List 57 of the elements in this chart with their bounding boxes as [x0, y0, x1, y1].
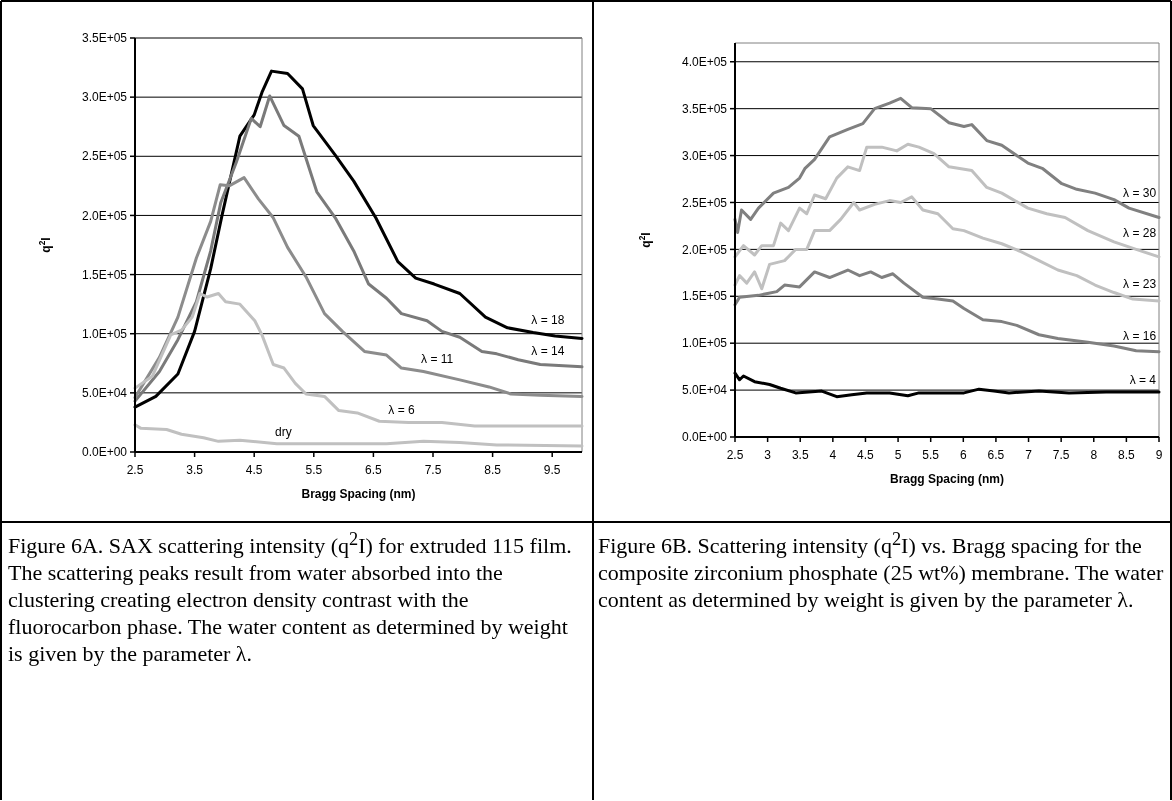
x-tick-label: 4.5	[857, 448, 875, 462]
y-tick-label: 1.5E+05	[81, 267, 128, 282]
y-tick-label: 5.0E+04	[681, 383, 728, 398]
y-tick-label: 1.0E+05	[81, 326, 128, 341]
y-tick-label: 2.5E+05	[81, 149, 128, 164]
y-tick-label: 4.0E+05	[681, 54, 728, 69]
x-axis-title: Bragg Spacing (nm)	[889, 472, 1005, 486]
series-label: λ = 14	[531, 343, 565, 358]
x-tick-label: 5.5	[922, 448, 940, 462]
series-label: λ = 6	[388, 402, 415, 417]
x-axis-title: Bragg Spacing (nm)	[301, 487, 416, 501]
x-tick-label: 5.5	[305, 463, 323, 477]
x-tick-label: 8.5	[1118, 448, 1136, 462]
y-tick-label: 5.0E+04	[81, 386, 128, 401]
y-tick-label: 0.0E+00	[681, 430, 728, 445]
x-tick-label: 9	[1155, 448, 1163, 462]
y-tick-label: 3.0E+05	[681, 148, 728, 163]
y-tick-label: 3.5E+05	[81, 31, 128, 46]
caption: Figure 6A. SAX scattering intensity (q$^{2}$I) for extruded 115 film. The scattering peaks result from water absorbed into the clustering creating electron density contrast with the fluorocarbon phase. The water content as determined by weight is given by the parameter λ.	[8, 528, 573, 668]
line-series	[733, 142, 1161, 259]
series-label: dry	[275, 424, 292, 439]
x-tick-label: 4.5	[245, 463, 263, 477]
x-tick-label: 4	[829, 448, 837, 462]
series-label: λ = 23	[1123, 276, 1157, 291]
y-tick-label: 2.0E+05	[681, 242, 728, 257]
x-tick-label: 6	[959, 448, 967, 462]
line-series	[133, 423, 584, 448]
series-label: λ = 18	[531, 313, 565, 328]
x-tick-label: 7.5	[424, 463, 442, 477]
series-label: λ = 11	[421, 352, 454, 367]
y-tick-label: 3.5E+05	[681, 101, 728, 116]
line-series	[733, 195, 1161, 303]
y-tick-label: 2.0E+05	[81, 208, 128, 223]
x-tick-label: 8	[1090, 448, 1098, 462]
x-tick-label: 9.5	[543, 463, 561, 477]
x-tick-label: 2.5	[126, 463, 144, 477]
x-tick-label: 7.5	[1052, 448, 1070, 462]
y-tick-label: 0.0E+00	[81, 445, 128, 460]
line-series	[133, 292, 584, 428]
series-label: λ = 28	[1123, 225, 1157, 240]
x-tick-label: 8.5	[484, 463, 502, 477]
y-tick-label: 1.5E+05	[681, 289, 728, 304]
caption: Figure 6B. Scattering intensity (q$^{2}$I) vs. Bragg spacing for the composite zirconium phosphate (25 wt%) membrane. The water content as determined by weight is given by the parameter λ.	[598, 528, 1165, 614]
y-tick-label: 2.5E+05	[681, 195, 728, 210]
x-tick-label: 6.5	[987, 448, 1005, 462]
series-label: λ = 16	[1123, 328, 1157, 343]
y-tick-label: 1.0E+05	[681, 336, 728, 351]
series-label: λ = 4	[1129, 372, 1157, 387]
x-tick-label: 3.5	[791, 448, 809, 462]
x-tick-label: 5	[894, 448, 902, 462]
x-tick-label: 3.5	[186, 463, 204, 477]
x-tick-label: 7	[1025, 448, 1033, 462]
x-tick-label: 3	[764, 448, 772, 462]
x-tick-label: 2.5	[726, 448, 744, 462]
y-tick-label: 3.0E+05	[81, 90, 128, 105]
series-label: λ = 30	[1123, 185, 1157, 200]
x-tick-label: 6.5	[365, 463, 383, 477]
